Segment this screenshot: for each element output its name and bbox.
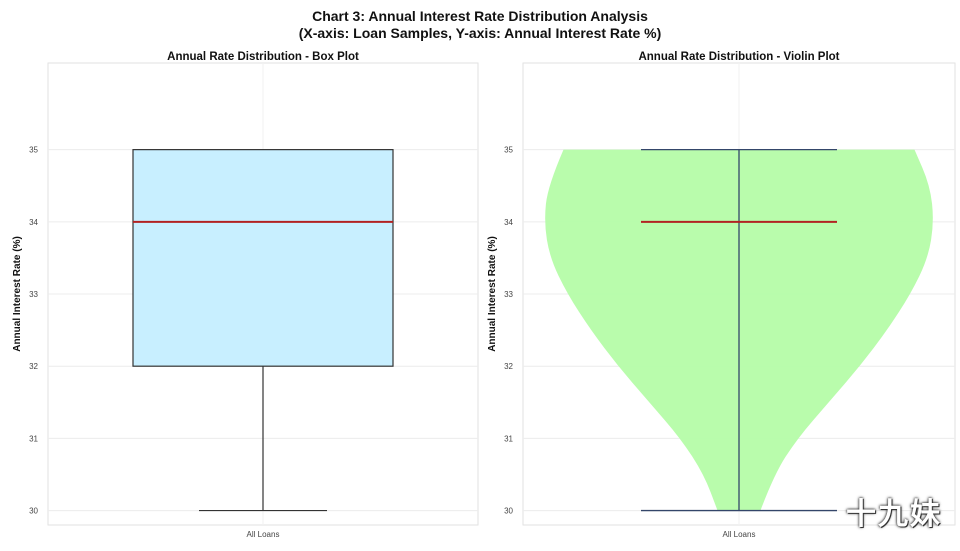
y-axis-label: Annual Interest Rate (%) — [12, 236, 23, 352]
y-tick-label: 31 — [29, 434, 38, 443]
y-tick-label: 35 — [29, 146, 38, 155]
x-tick-label: All Loans — [247, 530, 280, 539]
box-plot-panel: Annual Rate Distribution - Box Plot 30 31 3… — [12, 51, 479, 539]
violin-plot-panel: Annual Rate Distribution - Violin Plot 30… — [487, 51, 956, 539]
y-tick-label: 33 — [29, 290, 38, 299]
y-tick-label: 33 — [504, 290, 513, 299]
y-tick-label: 34 — [29, 218, 38, 227]
x-tick-label: All Loans — [723, 530, 756, 539]
y-tick-label: 31 — [504, 434, 513, 443]
y-tick-label: 32 — [29, 362, 38, 371]
panel-title: Annual Rate Distribution - Box Plot — [167, 51, 359, 63]
y-tick-label: 34 — [504, 218, 513, 227]
box-body — [132, 149, 394, 367]
watermark: 十九妹 — [846, 497, 942, 532]
y-tick-label: 30 — [504, 507, 513, 516]
y-axis-label: Annual Interest Rate (%) — [487, 236, 498, 352]
panel-title: Annual Rate Distribution - Violin Plot — [638, 51, 839, 63]
y-tick-label: 32 — [504, 362, 513, 371]
y-tick-label: 30 — [29, 507, 38, 516]
y-tick-label: 35 — [504, 146, 513, 155]
figure-subtitle: (X-axis: Loan Samples, Y-axis: Annual In… — [298, 25, 662, 41]
figure-title: Chart 3: Annual Interest Rate Distributi… — [312, 8, 648, 24]
